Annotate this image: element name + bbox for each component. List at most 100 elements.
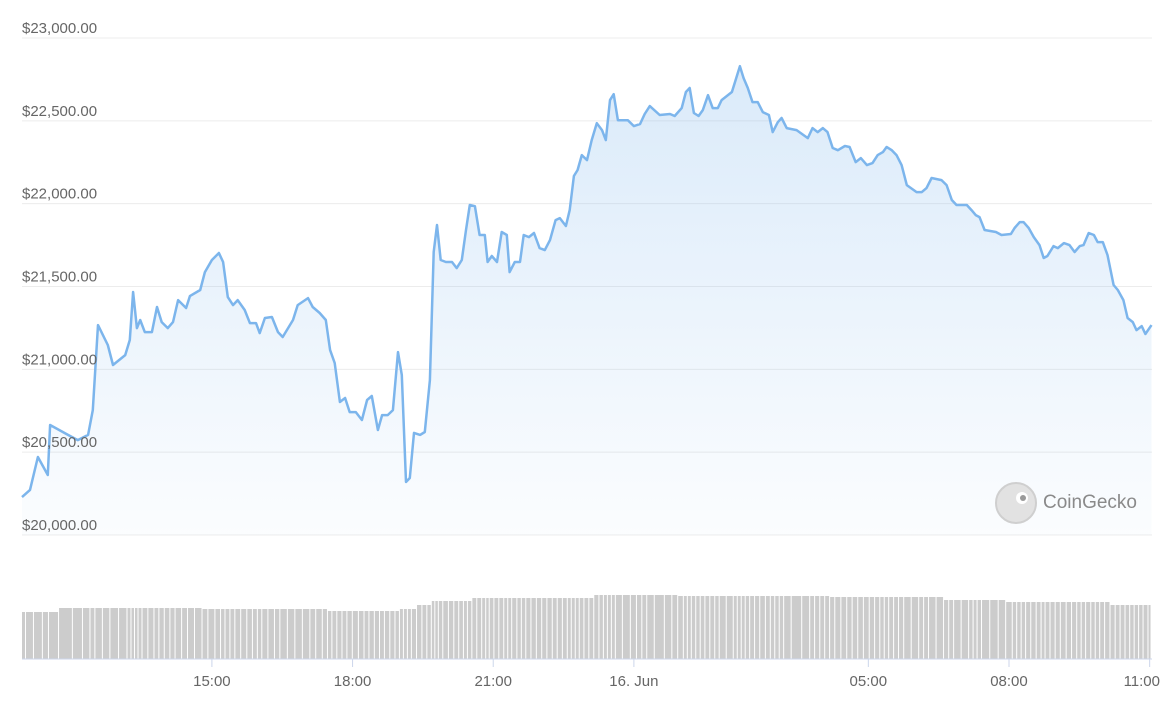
volume-bar	[95, 608, 102, 659]
volume-bar	[517, 598, 521, 659]
volume-bar	[322, 609, 327, 659]
volume-bar	[512, 598, 517, 659]
volume-bar	[135, 608, 138, 659]
volume-bar	[332, 611, 337, 659]
volume-bar	[977, 600, 982, 659]
volume-bar	[1031, 602, 1036, 659]
volume-bar	[880, 597, 884, 659]
volume-bar	[138, 608, 142, 659]
volume-bar	[384, 611, 390, 659]
volume-bar	[552, 598, 557, 659]
volume-bar	[567, 598, 571, 659]
volume-bar	[42, 612, 48, 659]
volume-bar	[1130, 605, 1134, 659]
volume-bar	[119, 608, 127, 659]
volume-bar	[835, 597, 841, 659]
volume-bar	[599, 595, 603, 659]
volume-bar	[337, 611, 342, 659]
volume-bar	[175, 608, 182, 659]
volume-bar	[647, 595, 654, 659]
volume-bar	[990, 600, 998, 659]
volume-bar	[998, 600, 1006, 659]
volume-bar	[90, 608, 95, 659]
volume-bar	[327, 611, 332, 659]
volume-bar	[733, 596, 737, 659]
volume-bar	[1100, 602, 1105, 659]
volume-bar	[521, 598, 526, 659]
volume-bar	[1066, 602, 1072, 659]
volume-bar	[230, 609, 235, 659]
volume-bar	[504, 598, 508, 659]
volume-area	[22, 595, 1151, 659]
volume-bar	[438, 601, 443, 659]
volume-bar	[869, 597, 875, 659]
volume-bar	[611, 595, 615, 659]
volume-bar	[710, 596, 715, 659]
watermark-text: CoinGecko	[1043, 492, 1137, 513]
volume-bar	[1134, 605, 1139, 659]
volume-bar	[459, 601, 463, 659]
volume-bar	[1081, 602, 1086, 659]
volume-bar	[1077, 602, 1081, 659]
y-tick-label: $23,000.00	[22, 20, 97, 37]
volume-bar	[221, 609, 225, 659]
volume-bar	[904, 597, 911, 659]
volume-bar	[477, 598, 482, 659]
volume-bar	[102, 608, 110, 659]
volume-bar	[810, 596, 815, 659]
volume-bar	[247, 609, 252, 659]
volume-bar	[636, 595, 642, 659]
volume-bar	[202, 609, 208, 659]
volume-bar	[961, 600, 969, 659]
volume-bar	[499, 598, 504, 659]
volume-bar	[562, 598, 567, 659]
volume-bar	[536, 598, 542, 659]
volume-bar	[755, 596, 760, 659]
volume-bar	[969, 600, 973, 659]
volume-bar	[622, 595, 630, 659]
volume-bar	[448, 601, 454, 659]
volume-bar	[164, 608, 170, 659]
volume-bar	[25, 612, 33, 659]
volume-bar	[820, 596, 825, 659]
volume-bar	[542, 598, 547, 659]
volume-bar	[936, 597, 944, 659]
x-tick-label: 15:00	[193, 673, 231, 690]
volume-bar	[358, 611, 364, 659]
volume-bar	[435, 601, 438, 659]
volume-bar	[347, 611, 352, 659]
y-tick-label: $20,500.00	[22, 434, 97, 451]
volume-bar	[369, 611, 374, 659]
volume-bar	[750, 596, 755, 659]
volume-bar	[48, 612, 59, 659]
volume-bar	[482, 598, 486, 659]
volume-bar	[508, 598, 512, 659]
volume-bar	[929, 597, 936, 659]
volume-bar	[775, 596, 779, 659]
volume-bar	[737, 596, 741, 659]
volume-bar	[208, 609, 215, 659]
volume-bar	[1072, 602, 1077, 659]
volume-bar	[170, 608, 175, 659]
volume-bar	[342, 611, 347, 659]
watermark-logo	[995, 482, 1037, 524]
volume-bar	[257, 609, 262, 659]
price-area	[22, 66, 1152, 535]
volume-bar	[1115, 605, 1120, 659]
volume-bar	[82, 608, 90, 659]
volume-bar	[547, 598, 552, 659]
volume-bar	[630, 595, 636, 659]
volume-bar	[1125, 605, 1130, 659]
volume-bar	[696, 596, 700, 659]
y-tick-label: $21,500.00	[22, 268, 97, 285]
volume-bar	[443, 601, 448, 659]
volume-bar	[815, 596, 820, 659]
volume-bar	[187, 608, 195, 659]
volume-bar	[427, 605, 431, 659]
volume-bar	[411, 609, 417, 659]
volume-bar	[802, 596, 810, 659]
volume-bar	[1036, 602, 1041, 659]
volume-bar	[72, 608, 82, 659]
volume-bar	[683, 596, 687, 659]
